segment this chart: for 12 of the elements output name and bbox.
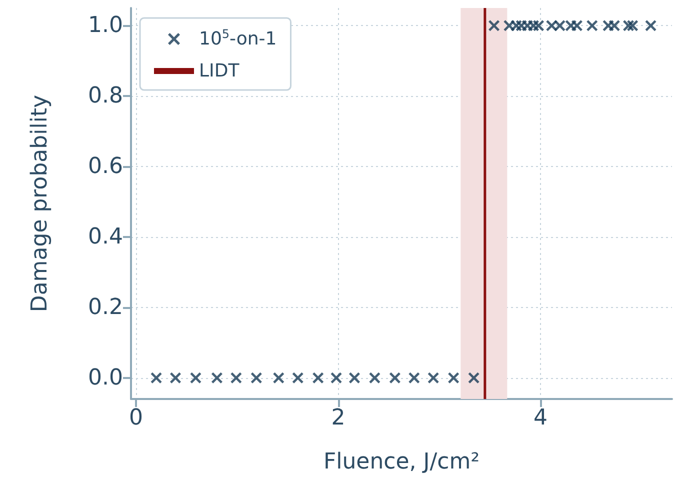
y-tick-label: 0.8 xyxy=(88,84,123,109)
y-tick-label: 0.6 xyxy=(88,154,123,180)
x-tick-label: 2 xyxy=(331,406,346,430)
y-tick-label: 0.4 xyxy=(88,224,123,250)
y-axis-title: Damage probability xyxy=(28,94,52,312)
y-tick-label: 0.0 xyxy=(88,365,123,390)
x-axis-title: Fluence, J/cm² xyxy=(323,450,480,474)
y-tick-label: 0.2 xyxy=(88,294,123,320)
x-tick-label: 4 xyxy=(534,406,548,430)
legend-label: LIDT xyxy=(199,60,240,82)
x-tick-label: 0 xyxy=(129,406,144,430)
y-tick-label: 1.0 xyxy=(88,13,123,38)
